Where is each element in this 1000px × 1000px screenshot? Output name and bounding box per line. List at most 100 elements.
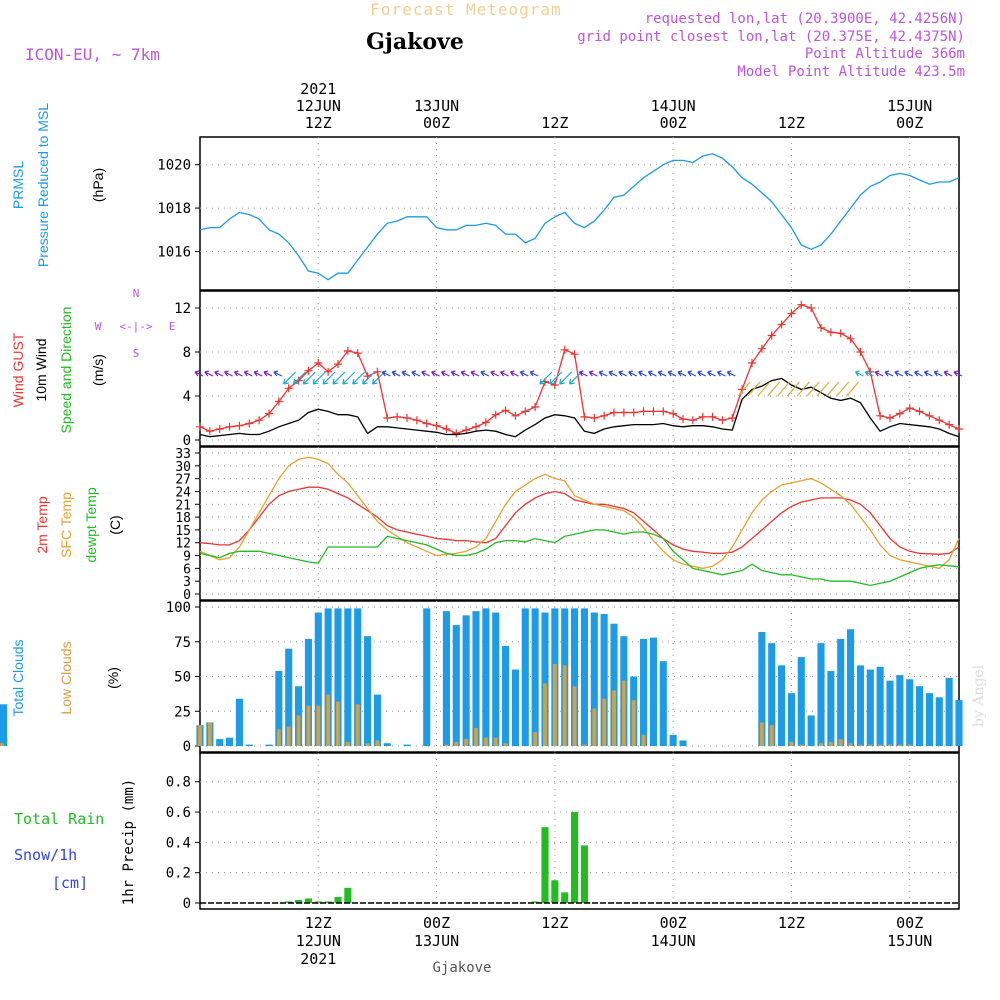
- time-label-top: 00Z: [423, 114, 450, 132]
- time-label-bottom: 12Z: [305, 914, 332, 932]
- bar: [324, 608, 332, 746]
- side-label-wind: Speed and Direction: [58, 307, 74, 434]
- wind-arrow: [747, 381, 761, 397]
- panel-frame: [199, 136, 960, 291]
- wind-arrow: [707, 370, 716, 377]
- panel-precip: [199, 752, 960, 910]
- time-label-bottom: 14JUN: [651, 932, 696, 950]
- gust-marker: [767, 331, 776, 340]
- gust-marker: [353, 349, 362, 358]
- precip-rain-label: Total Rain: [14, 810, 104, 828]
- wind-arrow: [283, 371, 297, 385]
- bar: [373, 694, 381, 746]
- bar: [306, 705, 311, 746]
- bar: [474, 727, 478, 746]
- gust-marker: [334, 360, 342, 369]
- y-tick-label: 21: [175, 498, 191, 513]
- wind-arrow: [490, 370, 499, 377]
- bar: [521, 608, 529, 746]
- bar: [314, 901, 322, 903]
- wind-arrow: [568, 371, 582, 385]
- bar: [375, 740, 380, 746]
- wind-arrow: [826, 381, 840, 397]
- gust-marker: [708, 412, 717, 421]
- gust-marker: [491, 410, 500, 419]
- time-label-bottom: 13JUN: [414, 932, 459, 950]
- gust-marker: [511, 411, 520, 420]
- bar: [472, 611, 480, 746]
- wind-arrow: [194, 370, 204, 377]
- wind-arrow: [854, 370, 864, 377]
- time-label-top: 00Z: [660, 114, 687, 132]
- bar: [344, 608, 352, 746]
- bar: [383, 743, 391, 746]
- compass-n: N: [133, 287, 140, 300]
- wind-arrow: [381, 370, 391, 377]
- wind-arrow: [224, 370, 233, 377]
- bar: [295, 899, 303, 903]
- bar: [896, 675, 904, 746]
- time-label-bottom: 12Z: [778, 914, 805, 932]
- time-label-bottom: 15JUN: [887, 932, 932, 950]
- side-label-clouds: (%): [105, 667, 121, 689]
- y-tick-label: 0: [183, 739, 191, 755]
- wind-arrow: [421, 370, 430, 377]
- wind-arrow: [657, 370, 667, 377]
- y-tick-label: 18: [175, 511, 191, 526]
- series-line: [199, 377, 960, 438]
- bar: [304, 898, 312, 903]
- y-tick-label: 4: [183, 389, 191, 405]
- main-title: Forecast Meteogram: [370, 0, 561, 19]
- gust-marker: [659, 407, 668, 416]
- bar: [285, 648, 293, 746]
- wind-arrow: [667, 370, 677, 377]
- bar: [444, 744, 449, 746]
- bar: [837, 638, 845, 746]
- bar: [828, 741, 833, 746]
- wind-arrow: [450, 370, 460, 377]
- gust-marker: [432, 421, 441, 430]
- bar: [610, 623, 618, 746]
- requested-coords: requested lon,lat (20.3900E, 42.4256N): [645, 11, 965, 27]
- time-label-top: 2021: [300, 80, 336, 98]
- side-label-pressure: PRMSL: [10, 161, 26, 209]
- footer-location: Gjakove: [432, 960, 491, 976]
- wind-arrow: [953, 370, 963, 377]
- bar: [600, 613, 608, 746]
- gust-marker: [718, 416, 727, 425]
- wind-arrow: [647, 370, 657, 377]
- bar: [679, 740, 687, 746]
- bar: [562, 665, 567, 746]
- y-tick-label: 50: [174, 670, 191, 686]
- time-label-bottom: 00Z: [660, 914, 687, 932]
- wind-arrow: [529, 370, 539, 377]
- precip-axis-label: 1hr Precip (mm): [121, 779, 137, 905]
- gust-marker: [383, 414, 392, 422]
- wind-arrow: [214, 370, 223, 377]
- gust-marker: [945, 420, 954, 429]
- bar: [769, 725, 774, 746]
- bar: [326, 694, 331, 746]
- wind-arrow: [253, 370, 263, 377]
- bar: [403, 744, 411, 746]
- wind-arrow: [786, 381, 800, 397]
- gust-marker: [905, 404, 914, 413]
- series-line: [199, 486, 960, 555]
- panel-temperature: [199, 446, 960, 601]
- bar: [543, 683, 547, 746]
- y-tick-label: 24: [175, 485, 191, 500]
- bar: [503, 743, 508, 746]
- y-tick-label: 3: [183, 575, 191, 590]
- gust-marker: [472, 422, 480, 431]
- wind-arrow: [904, 370, 913, 377]
- gust-marker: [925, 411, 934, 420]
- bar: [0, 737, 8, 746]
- time-label-top: 12Z: [778, 114, 805, 132]
- compass-s: S: [133, 347, 140, 360]
- bar: [945, 677, 953, 746]
- bar: [797, 657, 805, 746]
- bar: [304, 638, 312, 746]
- chart-wind: 0 4 8 12: [174, 300, 963, 449]
- series-line: [199, 529, 960, 587]
- model-label: ICON-EU, ~ 7km: [25, 45, 160, 64]
